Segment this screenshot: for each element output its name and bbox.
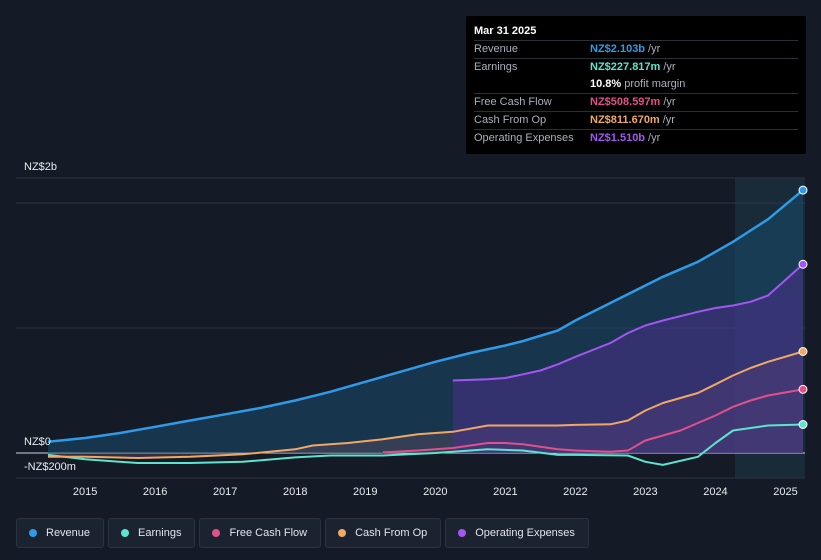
legend-dot-icon [458,529,467,537]
x-tick-label: 2020 [423,486,447,498]
line-chart: NZ$2b NZ$0 -NZ$200m 2015 2016 2017 2018 2019 202… [16,161,808,498]
tooltip-unit: /yr [662,114,675,126]
series-end-point [798,185,808,195]
series-line-free-cash-flow [382,388,804,454]
legend-label: Cash From Op [355,527,428,539]
legend-item-operating-expenses[interactable]: Operating Expenses [445,518,589,548]
tooltip-label: Free Cash Flow [474,96,552,108]
legend-item-revenue[interactable]: Revenue [16,518,105,548]
x-tick-label: 2022 [563,486,587,498]
tooltip-row-margin: 10.8% profit margin [474,76,798,94]
x-tick-label: 2021 [493,486,517,498]
series-end-point [798,347,808,356]
legend-label: Earnings [138,527,182,539]
series-line-operating-expenses [452,263,804,382]
tooltip-label: Cash From Op [474,114,547,126]
tooltip-value: 10.8% [590,78,622,90]
legend-label: Operating Expenses [475,527,575,539]
x-tick-label: 2017 [213,486,237,498]
y-label-top: NZ$2b [24,161,57,173]
tooltip-value: NZ$227.817m [590,61,661,73]
tooltip-row-revenue: Revenue NZ$2.103b /yr [474,41,798,59]
tooltip-unit: /yr [663,96,676,108]
series-end-point [798,420,808,429]
tooltip-label [474,76,590,93]
legend-dot-icon [121,529,130,537]
y-label-zero: NZ$0 [24,436,51,448]
series-end-point [798,259,808,269]
tooltip-row-cfo: Cash From Op NZ$811.670m /yr [474,112,798,130]
tooltip-unit: /yr [648,132,661,144]
x-tick-label: 2016 [143,486,167,498]
x-tick-label: 2024 [703,486,727,498]
y-label-bottom: -NZ$200m [24,461,76,473]
x-tick-label: 2023 [633,486,657,498]
tooltip-row-earnings: Earnings NZ$227.817m /yr [474,59,798,76]
tooltip: Mar 31 2025 Revenue NZ$2.103b /yr Earnin… [466,16,806,154]
area-operating-expenses [452,264,803,453]
series-line-cash-from-op [48,350,804,459]
legend-item-cash-from-op[interactable]: Cash From Op [325,518,442,548]
tooltip-label: Earnings [474,61,518,73]
series-line-revenue [47,189,804,444]
tooltip-row-fcf: Free Cash Flow NZ$508.597m /yr [474,94,798,112]
x-tick-label: 2025 [773,486,797,498]
tooltip-date: Mar 31 2025 [474,22,798,41]
legend-item-free-cash-flow[interactable]: Free Cash Flow [199,518,322,548]
tooltip-label: Operating Expenses [474,132,574,144]
x-tick-label: 2018 [283,486,307,498]
series-line-earnings [47,423,804,466]
legend-dot-icon [212,529,221,537]
legend-dot-icon [29,529,37,537]
tooltip-unit: /yr [648,43,661,55]
legend-item-earnings[interactable]: Earnings [108,518,196,548]
x-tick-label: 2019 [353,486,377,498]
tooltip-row-opex: Operating Expenses NZ$1.510b /yr [474,130,798,147]
x-tick-label: 2015 [73,486,97,498]
series-end-point [798,384,808,394]
legend-dot-icon [338,529,347,537]
tooltip-unit: profit margin [624,78,686,90]
tooltip-value: NZ$811.670m [590,114,660,126]
legend-label: Free Cash Flow [229,527,308,539]
legend-label: Revenue [46,527,91,539]
legend: Revenue Earnings Free Cash Flow Cash Fro… [16,518,589,548]
tooltip-label: Revenue [474,43,519,55]
tooltip-value: NZ$1.510b [590,132,646,144]
tooltip-unit: /yr [663,61,676,73]
tooltip-value: NZ$2.103b [590,43,646,55]
tooltip-value: NZ$508.597m [590,96,661,108]
